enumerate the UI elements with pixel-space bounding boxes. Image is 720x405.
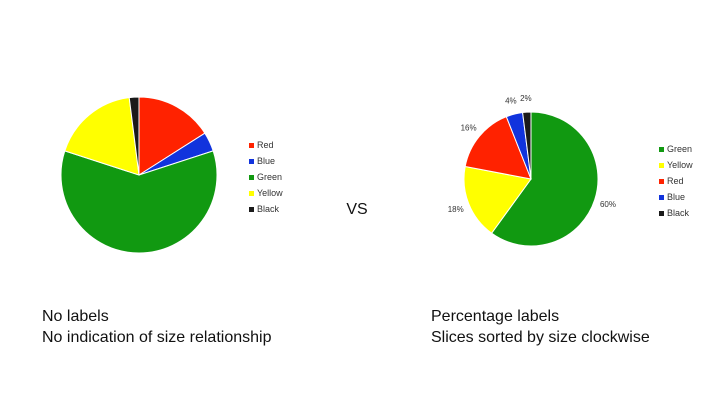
pie-chart-labeled bbox=[463, 111, 599, 247]
legend-item-blue: Blue bbox=[659, 192, 685, 202]
legend-unlabeled-chart: Red Blue Green Yellow Black bbox=[249, 140, 283, 214]
pie-slice-red bbox=[138, 96, 206, 176]
legend-label-black: Black bbox=[667, 208, 690, 218]
legend-item-yellow: Yellow bbox=[249, 188, 283, 198]
caption-left-line-2: No indication of size relationship bbox=[42, 329, 272, 346]
legend-label-red: Red bbox=[257, 140, 274, 150]
legend-label-yellow: Yellow bbox=[257, 188, 283, 198]
pie-slice-red bbox=[464, 116, 532, 180]
legend-item-red: Red bbox=[249, 140, 274, 150]
legend-item-black: Black bbox=[249, 204, 280, 214]
vs-label: VS bbox=[346, 201, 367, 218]
legend-label-green: Green bbox=[667, 144, 692, 154]
caption-right-line-2: Slices sorted by size clockwise bbox=[431, 329, 650, 346]
legend-swatch-blue bbox=[249, 159, 254, 164]
legend-item-red: Red bbox=[659, 176, 684, 186]
caption-right: Percentage labels Slices sorted by size … bbox=[431, 306, 650, 348]
pie-slice-green bbox=[60, 150, 218, 254]
pie-slice-yellow bbox=[64, 97, 140, 176]
percentage-label-red: 16% bbox=[461, 123, 477, 132]
legend-swatch-blue bbox=[659, 195, 664, 200]
legend-swatch-black bbox=[659, 211, 664, 216]
legend-item-green: Green bbox=[249, 172, 282, 182]
legend-swatch-red bbox=[659, 179, 664, 184]
legend-label-blue: Blue bbox=[257, 156, 275, 166]
legend-swatch-green bbox=[659, 147, 664, 152]
legend-label-yellow: Yellow bbox=[667, 160, 693, 170]
percentage-label-black: 2% bbox=[520, 94, 532, 103]
legend-swatch-red bbox=[249, 143, 254, 148]
legend-swatch-yellow bbox=[659, 163, 664, 168]
pie-chart-unlabeled bbox=[60, 96, 218, 254]
legend-item-black: Black bbox=[659, 208, 690, 218]
caption-left: No labels No indication of size relation… bbox=[42, 306, 271, 348]
percentage-label-yellow: 18% bbox=[448, 205, 464, 214]
legend-swatch-green bbox=[249, 175, 254, 180]
pie-slice-black bbox=[522, 111, 532, 180]
legend-swatch-black bbox=[249, 207, 254, 212]
caption-left-line-1: No labels bbox=[42, 308, 109, 325]
legend-item-green: Green bbox=[659, 144, 692, 154]
legend-label-red: Red bbox=[667, 176, 684, 186]
legend-swatch-yellow bbox=[249, 191, 254, 196]
legend-label-green: Green bbox=[257, 172, 282, 182]
percentage-labels: 60% 18% 16% 4% 2% bbox=[448, 94, 616, 214]
legend-labeled-chart: Green Yellow Red Blue Black bbox=[659, 144, 693, 218]
legend-item-yellow: Yellow bbox=[659, 160, 693, 170]
caption-right-line-1: Percentage labels bbox=[431, 308, 560, 325]
legend-label-blue: Blue bbox=[667, 192, 685, 202]
percentage-label-blue: 4% bbox=[505, 97, 517, 106]
percentage-label-green: 60% bbox=[600, 200, 616, 209]
pie-slice-yellow bbox=[463, 165, 532, 234]
pie-slice-green bbox=[490, 111, 599, 247]
legend-item-blue: Blue bbox=[249, 156, 275, 166]
pie-slice-black bbox=[128, 96, 140, 176]
legend-label-black: Black bbox=[257, 204, 280, 214]
